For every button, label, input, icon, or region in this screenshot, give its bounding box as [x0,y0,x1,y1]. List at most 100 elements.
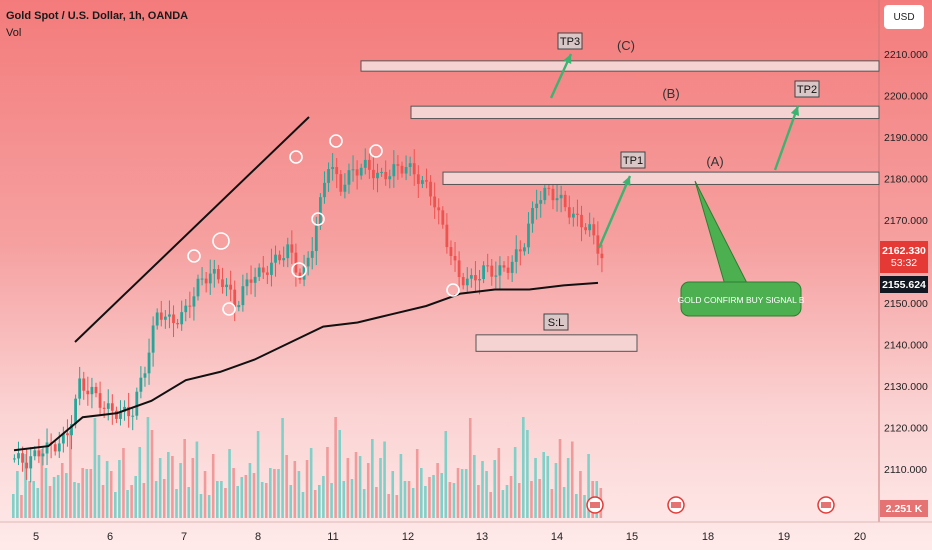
volume-bar [444,431,448,518]
volume-bar [534,458,537,518]
volume-bar [448,482,452,518]
candle-body [392,164,396,177]
price-tick-label: 2140.000 [884,340,928,352]
volume-bar [85,469,89,518]
volume-bar [20,495,23,518]
volume-bar [440,473,443,518]
candle-body [494,275,498,277]
volume-bar [554,463,558,518]
volume-bar [285,455,288,518]
volume-bar [334,417,337,518]
candle-body [237,305,241,308]
volume-bar [383,441,386,518]
candle-body [159,312,163,320]
tp2-label-box [794,80,820,98]
candle-body [502,265,506,268]
candle-body [196,278,200,297]
candle-body [449,247,453,257]
candle-body [543,187,547,201]
candle-body [294,252,298,273]
volume-bar [322,476,325,518]
candle-body [580,214,583,228]
swing-marker-circle [446,283,460,297]
arrow-to-tp1-shaft [597,175,632,249]
candle-body [412,163,416,175]
candle-body [180,312,184,325]
volume-bar [460,469,464,518]
volume-bar [183,439,186,518]
candle-body [388,176,392,180]
candle-body [416,174,420,184]
candle-body [261,267,265,273]
candle-body [429,181,432,197]
volume-bar [399,454,403,518]
volume-bar [530,481,533,518]
time-tick-label: 18 [702,531,714,543]
level-band [410,105,880,120]
candle-body [155,312,159,326]
candle-body [482,265,485,280]
candle-body [25,462,29,469]
volume-bar [130,485,133,518]
candle-body [257,267,261,277]
volume-bar [570,441,574,518]
candle-body [588,224,592,231]
candle-body [225,284,228,288]
price-tick-label: 2120.000 [884,423,928,435]
volume-bar [301,492,305,518]
time-tick-label: 12 [402,531,414,543]
volume-bar [28,481,31,518]
candle-body [421,180,424,184]
volume-bar [73,482,76,518]
volume-bar [432,475,435,518]
candle-body [57,443,61,452]
volume-bar [415,449,419,518]
volume-bar [240,477,244,518]
volume-bar [354,452,358,518]
volume-bar [371,439,374,518]
volume-bar [289,485,293,518]
candle-body [245,279,249,287]
volume-bar [191,458,195,518]
time-tick-label: 19 [778,531,790,543]
candle-body [147,352,151,374]
candle-body [13,458,16,460]
candle-body [584,227,587,231]
candle-body [106,403,110,409]
signal-callout-pointer [694,180,749,286]
volume-bar [69,431,72,518]
candle-body [527,223,530,248]
candle-body [363,159,367,168]
volume-bar [391,471,395,518]
candle-body [347,170,351,185]
time-tick-label: 14 [551,531,563,543]
candle-body [98,393,102,408]
candle-body [576,213,579,215]
wave-label-c: (C) [617,38,635,53]
volume-bar [81,468,84,518]
arrow-to-tp2-head [790,106,800,116]
volume-bar [538,479,541,518]
volume-bar [330,483,333,518]
candle-body [274,254,277,263]
candle-body [498,265,502,276]
volume-bar [297,471,301,518]
volume-bar [187,487,191,518]
volume-bar [199,494,203,518]
volume-bar [101,485,105,518]
volume-bar [403,481,407,518]
currency-button[interactable]: USD [884,5,924,29]
candle-body [70,424,73,436]
arrow-to-tp2-shaft [773,105,800,171]
volume-bar [195,441,199,518]
candle-body [270,262,273,275]
candle-body [229,284,233,290]
volume-bar [77,483,80,518]
volume-bar [428,477,431,518]
volume-bar [358,456,362,518]
arrow-to-tp1-head [622,176,631,186]
time-tick-label: 8 [255,531,261,543]
